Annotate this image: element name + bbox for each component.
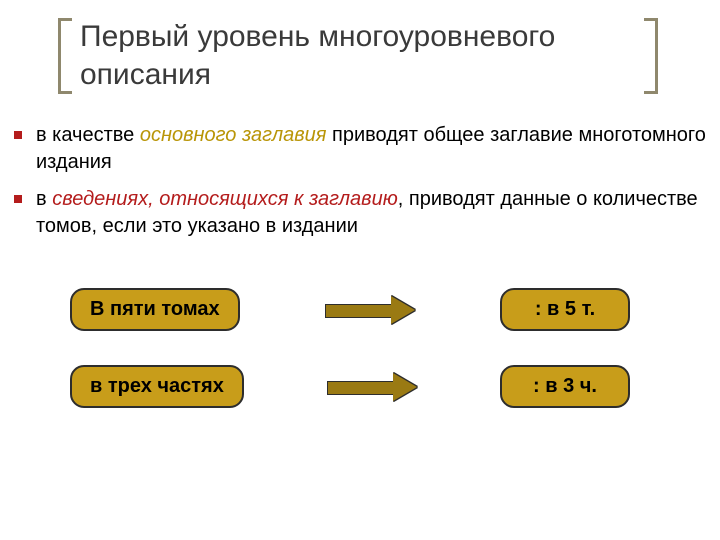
bracket-right-icon	[644, 18, 658, 93]
arrow-wrap	[240, 303, 500, 317]
diagram-box-left: В пяти томах	[70, 288, 240, 331]
bullet-text: в качестве основного заглавия приводят о…	[36, 122, 706, 176]
bullet-accent: сведениях, относящихся к заглавию	[52, 188, 398, 210]
slide-title-wrap: Первый уровень многоуровневого описания	[58, 18, 658, 93]
arrow-right-icon	[327, 380, 417, 394]
arrow-wrap	[244, 380, 500, 394]
bullet-item: в сведениях, относящихся к заглавию, при…	[14, 186, 706, 240]
bullet-accent: основного заглавия	[140, 124, 327, 146]
arrow-right-icon	[325, 303, 415, 317]
diagram-row: в трех частях : в 3 ч.	[70, 365, 630, 408]
diagram-box-right: : в 3 ч.	[500, 365, 630, 408]
diagram-box-left: в трех частях	[70, 365, 244, 408]
bullet-list: в качестве основного заглавия приводят о…	[14, 122, 706, 250]
diagram: В пяти томах : в 5 т. в трех частях : в …	[70, 288, 630, 442]
bullet-item: в качестве основного заглавия приводят о…	[14, 122, 706, 176]
bullet-pre: в	[36, 188, 52, 210]
bullet-marker-icon	[14, 195, 22, 203]
bullet-text: в сведениях, относящихся к заглавию, при…	[36, 186, 706, 240]
bullet-pre: в качестве	[36, 124, 140, 146]
diagram-box-right: : в 5 т.	[500, 288, 630, 331]
slide-title: Первый уровень многоуровневого описания	[72, 18, 644, 93]
bullet-marker-icon	[14, 131, 22, 139]
bracket-left-icon	[58, 18, 72, 93]
diagram-row: В пяти томах : в 5 т.	[70, 288, 630, 331]
